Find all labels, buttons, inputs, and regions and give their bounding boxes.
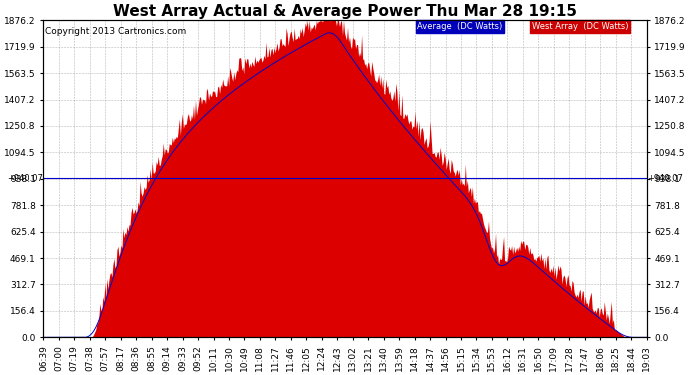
Text: +940.07: +940.07 [647, 174, 683, 183]
Text: West Array  (DC Watts): West Array (DC Watts) [532, 22, 629, 31]
Text: Copyright 2013 Cartronics.com: Copyright 2013 Cartronics.com [45, 27, 186, 36]
Text: Average  (DC Watts): Average (DC Watts) [417, 22, 502, 31]
Title: West Array Actual & Average Power Thu Mar 28 19:15: West Array Actual & Average Power Thu Ma… [113, 4, 577, 19]
Text: +940.07: +940.07 [7, 174, 43, 183]
